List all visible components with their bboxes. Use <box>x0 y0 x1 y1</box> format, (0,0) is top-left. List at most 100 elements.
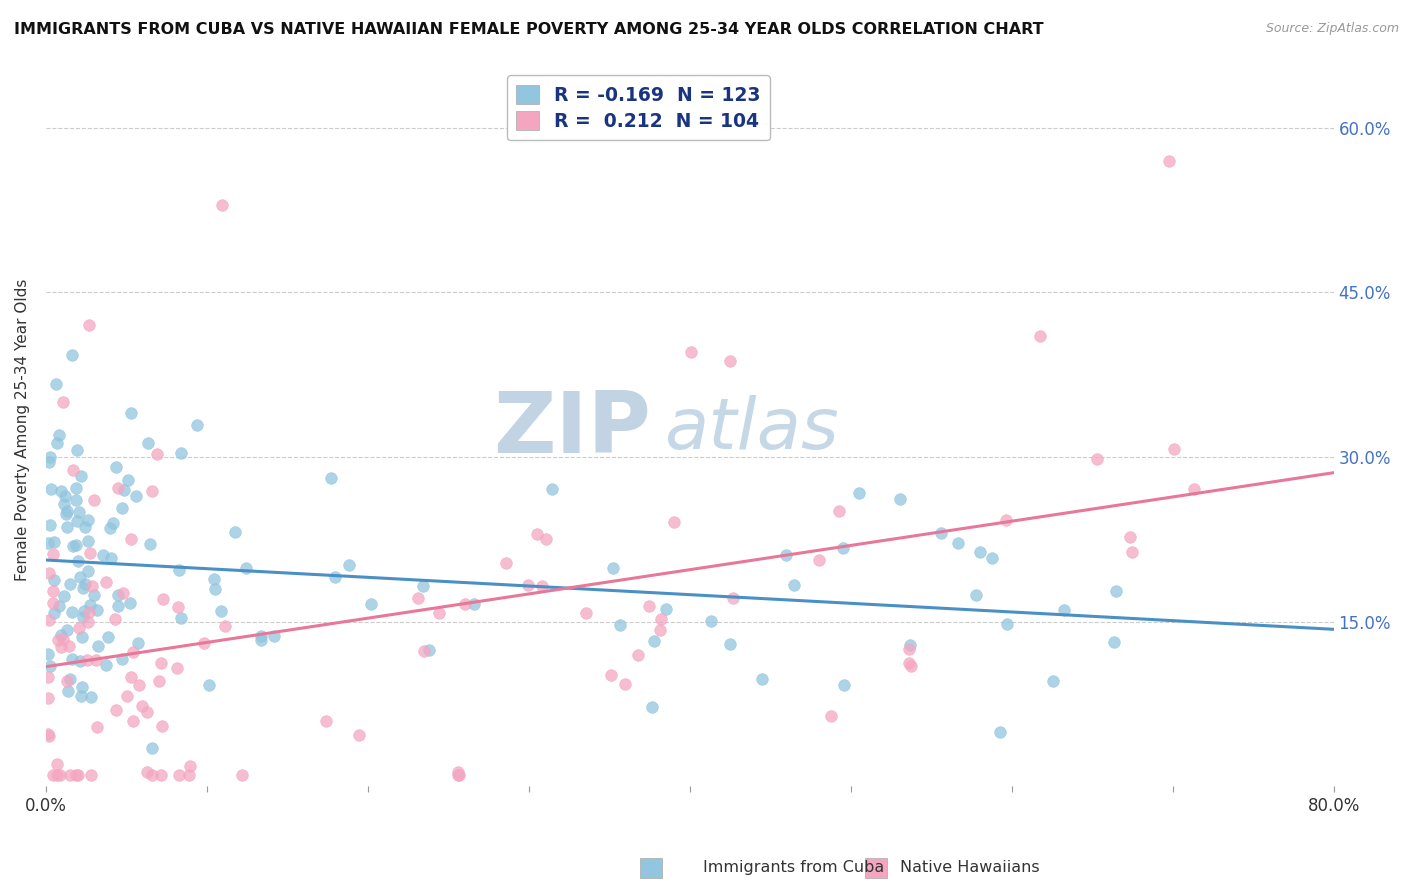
Legend: R = -0.169  N = 123, R =  0.212  N = 104: R = -0.169 N = 123, R = 0.212 N = 104 <box>508 75 769 140</box>
Point <box>138 436 160 450</box>
Point <box>1163 442 1185 456</box>
Point <box>446 768 468 782</box>
Point <box>79 598 101 612</box>
Point <box>718 637 741 651</box>
Point <box>1053 603 1076 617</box>
Point <box>536 533 558 547</box>
Point <box>167 600 190 615</box>
Point <box>42 573 65 587</box>
Point <box>46 633 69 648</box>
Point <box>148 673 170 688</box>
Point <box>65 481 87 495</box>
Point <box>76 615 98 630</box>
Point <box>202 572 225 586</box>
Point <box>84 653 107 667</box>
Point <box>627 648 650 663</box>
Point <box>249 632 271 647</box>
Point <box>969 545 991 559</box>
Point <box>602 561 624 575</box>
Point <box>263 629 285 643</box>
Point <box>37 691 59 706</box>
Point <box>42 547 65 561</box>
Point <box>170 446 193 460</box>
Point <box>128 678 150 692</box>
Point <box>150 656 173 670</box>
Point <box>146 447 169 461</box>
Point <box>700 614 723 628</box>
Point <box>995 616 1018 631</box>
Point <box>96 657 118 672</box>
Point <box>80 690 103 704</box>
Point <box>167 768 190 782</box>
Point <box>540 482 562 496</box>
Point <box>447 768 470 782</box>
Point <box>526 526 548 541</box>
Point <box>198 678 221 692</box>
Point <box>41 768 63 782</box>
Point <box>662 515 685 529</box>
Point <box>55 520 77 534</box>
Point <box>38 566 60 580</box>
Point <box>832 678 855 692</box>
Point <box>58 639 80 653</box>
Point <box>70 469 93 483</box>
Point <box>127 636 149 650</box>
Point <box>52 632 75 646</box>
Point <box>62 463 84 477</box>
Point <box>820 708 842 723</box>
Point <box>45 757 67 772</box>
Point <box>77 318 100 333</box>
Point <box>100 551 122 566</box>
Point <box>412 578 434 592</box>
Point <box>52 497 75 511</box>
Point <box>37 647 59 661</box>
Point <box>117 473 139 487</box>
Point <box>897 641 920 656</box>
Point <box>107 481 129 495</box>
Point <box>67 554 90 568</box>
Point <box>42 606 65 620</box>
Point <box>1029 328 1052 343</box>
Point <box>51 640 73 654</box>
Point <box>37 670 59 684</box>
Point <box>49 628 72 642</box>
Point <box>718 354 741 368</box>
Point <box>112 586 135 600</box>
Point <box>37 536 59 550</box>
Point <box>337 558 360 572</box>
Point <box>412 644 434 658</box>
Text: IMMIGRANTS FROM CUBA VS NATIVE HAWAIIAN FEMALE POVERTY AMONG 25-34 YEAR OLDS COR: IMMIGRANTS FROM CUBA VS NATIVE HAWAIIAN … <box>14 22 1043 37</box>
Point <box>1121 545 1143 559</box>
Point <box>38 613 60 627</box>
Point <box>76 653 98 667</box>
Point <box>65 493 87 508</box>
Point <box>59 577 82 591</box>
Point <box>531 579 554 593</box>
Point <box>1184 482 1206 496</box>
Point <box>73 604 96 618</box>
Point <box>211 197 233 211</box>
Point <box>76 564 98 578</box>
Point <box>900 659 922 673</box>
Point <box>679 345 702 359</box>
Point <box>111 501 134 516</box>
Text: atlas: atlas <box>664 395 838 464</box>
Point <box>46 436 69 450</box>
Point <box>91 548 114 562</box>
Point <box>77 605 100 619</box>
Point <box>751 672 773 686</box>
Point <box>721 591 744 605</box>
Point <box>59 768 82 782</box>
Point <box>808 552 831 566</box>
Point <box>319 471 342 485</box>
Point <box>38 450 60 465</box>
Point <box>141 741 163 756</box>
Point <box>648 623 671 637</box>
Point <box>55 504 77 518</box>
Point <box>69 570 91 584</box>
Point <box>827 503 849 517</box>
Point <box>638 599 661 614</box>
Point <box>447 764 470 779</box>
Point <box>69 505 91 519</box>
Text: Source: ZipAtlas.com: Source: ZipAtlas.com <box>1265 22 1399 36</box>
